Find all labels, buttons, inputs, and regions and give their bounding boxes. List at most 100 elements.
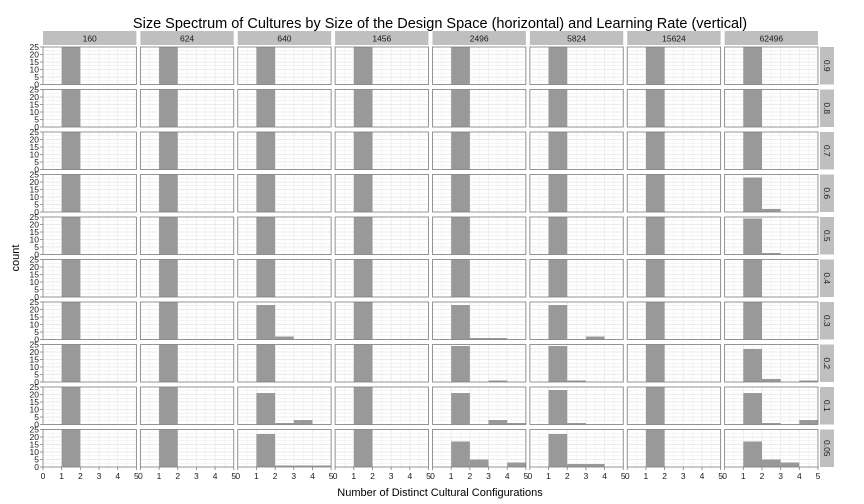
x-tick-label: 5 — [329, 471, 334, 481]
histogram-bar — [61, 132, 81, 170]
panel-border — [626, 429, 722, 468]
y-tick-label: 15 — [30, 227, 40, 237]
y-tick-label: 25 — [30, 297, 40, 307]
y-axis-title: count — [10, 245, 22, 272]
x-tick-label: 3 — [486, 471, 491, 481]
x-tick-label: 4 — [505, 471, 510, 481]
y-tick-label: 5 — [34, 242, 39, 252]
x-tick-label: 0 — [235, 471, 240, 481]
facet-panel — [42, 216, 137, 255]
histogram-bar — [256, 344, 276, 382]
panel-border — [724, 89, 819, 128]
histogram-bar — [567, 423, 586, 425]
facet-panel — [432, 344, 527, 383]
facet-panel — [626, 301, 722, 340]
x-tick-label: 1 — [351, 471, 356, 481]
panel-border — [334, 89, 429, 128]
histogram-bar — [645, 429, 665, 467]
histogram-bar — [451, 259, 470, 297]
histogram-bar — [567, 380, 586, 382]
histogram-bar — [488, 338, 508, 340]
row-strip-background — [820, 132, 834, 170]
y-tick-label: 20 — [30, 305, 40, 315]
x-tick-label: 4 — [797, 471, 802, 481]
panel-border — [432, 386, 527, 425]
column-strip-label: 1456 — [372, 34, 391, 44]
histogram-bar — [548, 346, 568, 382]
panel-border — [724, 259, 819, 298]
facet-panel — [42, 259, 137, 298]
column-strip-background — [237, 31, 332, 45]
y-tick-label: 0 — [34, 207, 39, 217]
facet-panel — [626, 386, 722, 425]
histogram-bar — [353, 174, 373, 212]
panel-border — [139, 131, 235, 170]
y-tick-label: 25 — [30, 382, 40, 392]
x-tick-label: 3 — [194, 471, 199, 481]
facet-panel — [139, 174, 235, 213]
histogram-bar — [61, 174, 81, 212]
histogram-bar — [743, 441, 762, 467]
panel-border — [529, 216, 624, 255]
column-strip: 2496 — [432, 31, 526, 45]
facet-panel — [724, 89, 819, 128]
x-tick-label: 0 — [625, 471, 630, 481]
facet-panel — [724, 174, 819, 213]
histogram-bar — [256, 305, 276, 340]
facet-panel — [334, 344, 429, 383]
histogram-bar — [451, 305, 470, 340]
histogram-bar — [469, 459, 489, 467]
histogram-bar — [743, 47, 762, 85]
y-tick-label: 0 — [34, 462, 39, 472]
y-tick-label: 10 — [30, 447, 40, 457]
facet-panel — [237, 344, 332, 383]
panel-border — [42, 174, 137, 213]
facet-panel — [139, 429, 235, 468]
x-tick-label: 0 — [138, 471, 143, 481]
panel-border — [432, 174, 527, 213]
column-strip: 624 — [140, 31, 234, 45]
histogram-bar — [548, 132, 568, 170]
histogram-bar — [743, 259, 762, 297]
panel-border — [529, 259, 624, 298]
histogram-bar — [451, 441, 470, 467]
row-strip-label: 0.7 — [822, 145, 832, 157]
x-tick-label: 2 — [273, 471, 278, 481]
row-strip-background — [820, 344, 834, 382]
histogram-bar — [507, 462, 526, 467]
histogram-bar — [645, 302, 665, 340]
y-tick-label: 10 — [30, 277, 40, 287]
y-tick-label: 5 — [34, 455, 39, 465]
panel-border — [237, 429, 332, 468]
y-tick-label: 15 — [30, 440, 40, 450]
y-tick-label: 10 — [30, 192, 40, 202]
column-strip: 160 — [43, 31, 137, 45]
row-strip-background — [820, 387, 834, 425]
facet-panel — [334, 89, 429, 128]
column-strip: 1456 — [335, 31, 429, 45]
x-tick-label: 5 — [718, 471, 723, 481]
histogram-bar — [61, 344, 81, 382]
histogram-bar — [645, 217, 665, 255]
column-strip-label: 5824 — [567, 34, 586, 44]
panel-border — [432, 259, 527, 298]
histogram-bar — [159, 132, 178, 170]
panel-border — [237, 174, 332, 213]
histogram-bar — [451, 174, 470, 212]
histogram-bar — [293, 420, 313, 425]
y-tick-label: 5 — [34, 412, 39, 422]
facet-panel — [139, 216, 235, 255]
x-tick-label: 4 — [115, 471, 120, 481]
histogram-bar — [585, 464, 605, 467]
column-strip-background — [335, 31, 429, 45]
facet-panel — [139, 259, 235, 298]
y-tick-label: 0 — [34, 80, 39, 90]
histogram-bar — [548, 434, 568, 467]
histogram-bar — [451, 89, 470, 127]
row-strip: 0.6 — [820, 174, 834, 212]
y-tick-label: 0 — [34, 420, 39, 430]
y-tick-label: 0 — [34, 165, 39, 175]
histogram-bar — [61, 259, 81, 297]
y-tick-label: 10 — [30, 405, 40, 415]
facet-panel — [42, 89, 137, 128]
